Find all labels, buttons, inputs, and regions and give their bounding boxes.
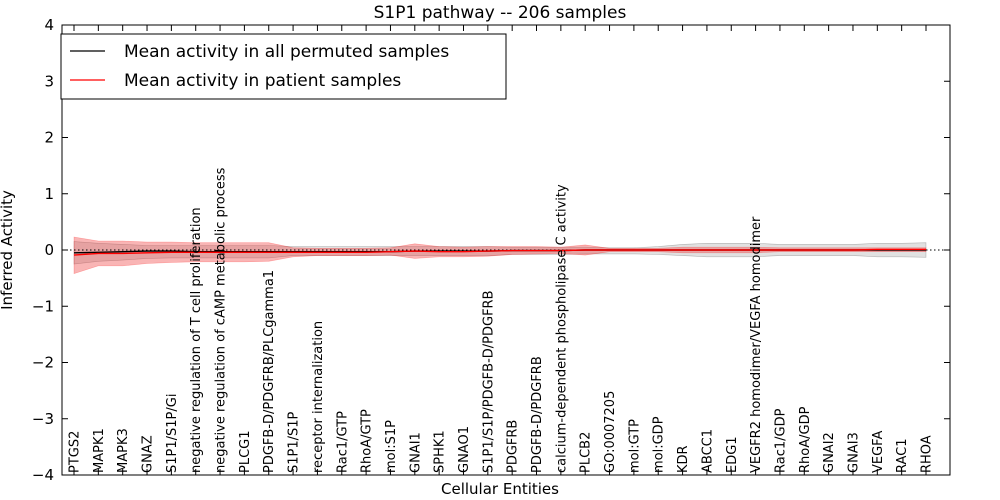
xtick-label: mol:S1P [384, 420, 399, 473]
xtick-label: S1P1/S1P/Gi [165, 394, 180, 473]
xtick-label: GNAI2 [822, 432, 837, 473]
xtick-label: Rac1/GDP [773, 408, 788, 473]
xtick-label: PLCB2 [579, 432, 594, 473]
series-lines [73, 248, 926, 256]
xtick-label: ABCC1 [700, 429, 715, 473]
y-axis-label: Inferred Activity [0, 190, 16, 310]
xtick-label: PDGFB-D/PDGFRB/PLCgamma1 [262, 270, 277, 473]
ytick-label: −2 [32, 354, 54, 372]
legend-label-permuted: Mean activity in all permuted samples [124, 42, 449, 62]
xtick-label: GNAO1 [457, 426, 472, 473]
legend-label-patient: Mean activity in patient samples [124, 71, 401, 91]
xtick-label: KDR [676, 445, 691, 473]
xtick-label: GNAI1 [408, 432, 423, 473]
line-patient [73, 248, 926, 256]
xtick-label: RhoA/GDP [798, 406, 813, 473]
xtick-label: GO:0007205 [603, 391, 618, 473]
xtick-label: VEGFA [871, 431, 886, 473]
xtick-label: SPHK1 [433, 430, 448, 473]
y-axis: −4 −3 −2 −1 0 1 2 3 4 [32, 16, 950, 484]
chart-title: S1P1 pathway -- 206 samples [374, 3, 627, 23]
ytick-label: 4 [44, 16, 54, 34]
ytick-label: 0 [44, 241, 54, 259]
xtick-label: RHOA [920, 435, 935, 473]
band-patient [73, 236, 927, 275]
xtick-label: PTGS2 [68, 431, 83, 473]
xtick-label: PDGFRB [506, 420, 521, 473]
ytick-label: 2 [44, 129, 54, 147]
xtick-label: mol:GDP [652, 416, 667, 473]
x-axis: PTGS2 MAPK1 MAPK3 GNAZ S1P1/S1P/Gi negative r… [68, 25, 935, 475]
xtick-label: S1P1/S1P [287, 411, 302, 473]
xtick-label: negative regulation of cAMP metabolic pr… [214, 167, 229, 473]
xtick-label: GNAZ [141, 435, 156, 473]
legend-box [60, 33, 507, 100]
confidence-bands [73, 236, 927, 275]
xtick-label: RhoA/GTP [360, 409, 375, 473]
xtick-label: Rac1/GTP [335, 411, 350, 473]
xtick-label: GNAI3 [847, 432, 862, 473]
ytick-label: 3 [44, 72, 54, 90]
xtick-label: MAPK1 [92, 428, 107, 473]
legend: Mean activity in all permuted samples Me… [60, 33, 507, 100]
ytick-label: −1 [32, 297, 54, 315]
xtick-label: negative regulation of T cell proliferat… [189, 207, 204, 473]
xtick-label: PDGFB-D/PDGFRB [530, 356, 545, 473]
xtick-label: RAC1 [895, 438, 910, 473]
xtick-label: S1P1/S1P/PDGFB-D/PDGFRB [481, 290, 496, 473]
xtick-label: MAPK3 [116, 428, 131, 473]
ytick-label: −4 [32, 466, 54, 484]
xtick-label: PLCG1 [238, 430, 253, 473]
band-permuted [73, 241, 927, 265]
x-axis-label: Cellular Entities [441, 480, 559, 498]
xtick-label: calcium-dependent phospholipase C activi… [554, 184, 569, 473]
xtick-label: VEGFR2 homodimer/VEGFA homodimer [749, 216, 764, 473]
ytick-label: 1 [44, 185, 54, 203]
xtick-label: receptor internalization [311, 321, 326, 473]
ytick-label: −3 [32, 410, 54, 428]
xtick-label: EDG1 [725, 436, 740, 473]
xtick-label: mol:GTP [627, 419, 642, 473]
